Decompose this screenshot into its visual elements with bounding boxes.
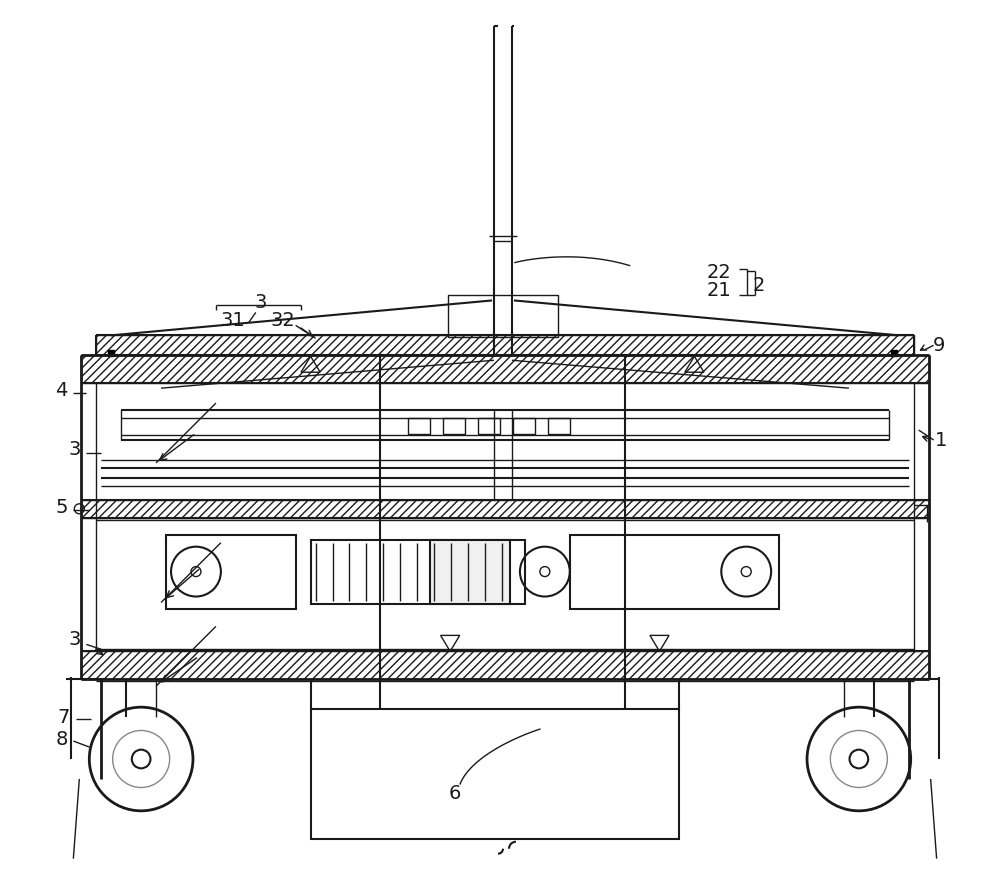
Text: 8: 8	[55, 729, 68, 749]
Text: 32: 32	[270, 311, 295, 330]
Bar	[570, 535, 779, 609]
Bar	[513, 418, 535, 434]
Text: 31: 31	[220, 311, 245, 330]
Bar	[166, 535, 296, 609]
Text: 21: 21	[707, 281, 732, 300]
Text: 7: 7	[57, 707, 70, 727]
Text: 9: 9	[932, 336, 945, 355]
Text: 3: 3	[68, 441, 81, 459]
Text: 3: 3	[255, 293, 267, 312]
Bar	[311, 540, 525, 605]
Bar	[430, 540, 510, 605]
Bar	[81, 652, 929, 679]
Bar	[81, 355, 929, 383]
Text: 1: 1	[934, 431, 947, 449]
Bar	[443, 418, 465, 434]
Text: 3: 3	[68, 630, 81, 649]
Bar	[81, 500, 929, 517]
Bar	[408, 418, 430, 434]
Text: 22: 22	[707, 263, 732, 282]
Bar	[311, 709, 679, 839]
Bar	[448, 296, 558, 337]
Bar	[478, 418, 500, 434]
Text: 4: 4	[55, 381, 68, 400]
Text: 6: 6	[449, 784, 461, 804]
Text: 2: 2	[753, 276, 765, 295]
Bar	[96, 336, 914, 355]
Bar	[548, 418, 570, 434]
Text: 5: 5	[55, 498, 68, 517]
